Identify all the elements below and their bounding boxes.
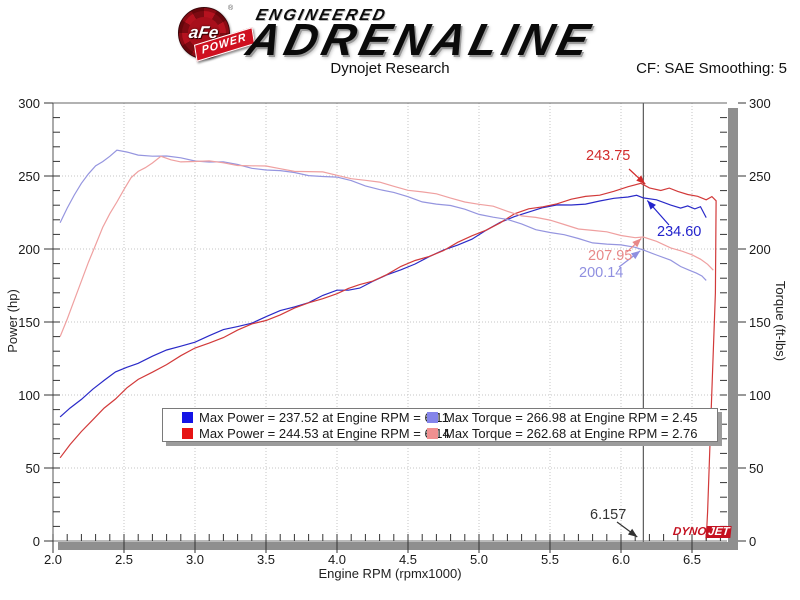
legend-swatch-blue — [182, 411, 193, 423]
annotation-max-power-red: 243.75 — [586, 148, 631, 164]
chart-title: Dynojet Research — [330, 60, 450, 77]
svg-text:0: 0 — [749, 534, 756, 549]
legend-item-max-power-2: Max Power = 244.53 at Engine RPM = 6.14 — [182, 426, 450, 441]
annotation-torque-pink: 207.95 — [588, 248, 633, 264]
svg-text:200: 200 — [18, 242, 40, 257]
registered-mark: ® — [228, 5, 234, 12]
svg-text:4.0: 4.0 — [328, 552, 346, 567]
svg-text:5.5: 5.5 — [541, 552, 559, 567]
curves — [59, 149, 717, 540]
annotation-arrows — [616, 168, 670, 538]
svg-text:300: 300 — [749, 96, 771, 111]
brand-adrenaline: ADRENALINE — [241, 14, 600, 65]
svg-text:5.0: 5.0 — [470, 552, 488, 567]
legend-swatch-ltblue — [427, 411, 438, 423]
legend-text: Max Power = 244.53 at Engine RPM = 6.14 — [199, 425, 450, 441]
svg-text:2.5: 2.5 — [115, 552, 133, 567]
svg-text:0: 0 — [33, 534, 40, 549]
afe-power-logo: aFe ® POWER — [172, 3, 258, 62]
svg-text:150: 150 — [749, 315, 771, 330]
annotation-torque-ltblue: 200.14 — [579, 265, 624, 281]
axis-tick-labels: 0 0 50 50 100 100 150 150 200 200 250 250 300 300 2.0 2… — [18, 96, 770, 567]
annotation-max-power-blue: 234.60 — [657, 224, 702, 240]
curve-power-run-1 — [59, 194, 707, 418]
svg-text:50: 50 — [749, 461, 763, 476]
dynojet-watermark: DYNOJET — [672, 526, 732, 538]
svg-text:2.0: 2.0 — [44, 552, 62, 567]
curve-torque-run-1 — [59, 149, 707, 281]
svg-text:4.5: 4.5 — [399, 552, 417, 567]
svg-text:3.0: 3.0 — [186, 552, 204, 567]
svg-text:6.5: 6.5 — [683, 552, 701, 567]
legend-item-max-power-1: Max Power = 237.52 at Engine RPM = 6.11 — [182, 410, 449, 425]
legend-item-max-torque-1: Max Torque = 266.98 at Engine RPM = 2.45 — [427, 410, 717, 425]
correction-smoothing-info: CF: SAE Smoothing: 5 — [636, 60, 787, 77]
curve-torque-run-2 — [59, 155, 714, 337]
axis-ticks — [44, 102, 746, 553]
svg-text:6.0: 6.0 — [612, 552, 630, 567]
y-axis-label-torque: Torque (ft-lbs) — [773, 280, 788, 362]
legend-item-max-torque-2: Max Torque = 262.68 at Engine RPM = 2.76 — [427, 426, 717, 441]
svg-text:100: 100 — [18, 388, 40, 403]
svg-text:3.5: 3.5 — [257, 552, 275, 567]
dynojet-watermark-dyno: DYNO — [672, 526, 707, 538]
legend-text: Max Torque = 262.68 at Engine RPM = 2.76 — [444, 425, 698, 441]
header: aFe ® POWER ENGINEERED ADRENALINE — [0, 0, 800, 82]
svg-text:200: 200 — [749, 242, 771, 257]
legend-box: Max Power = 237.52 at Engine RPM = 6.11 … — [162, 408, 718, 442]
svg-text:300: 300 — [18, 96, 40, 111]
svg-text:50: 50 — [26, 461, 40, 476]
legend-text: Max Torque = 266.98 at Engine RPM = 2.45 — [444, 409, 698, 425]
x-axis-label: Engine RPM (rpmx1000) — [318, 566, 462, 581]
dynojet-watermark-jet: JET — [705, 526, 732, 538]
svg-text:150: 150 — [18, 315, 40, 330]
legend-swatch-pink — [427, 427, 438, 439]
legend-swatch-red — [182, 427, 193, 439]
svg-text:250: 250 — [18, 169, 40, 184]
svg-text:250: 250 — [749, 169, 771, 184]
y-axis-label-power: Power (hp) — [5, 289, 20, 353]
svg-text:100: 100 — [749, 388, 771, 403]
legend-text: Max Power = 237.52 at Engine RPM = 6.11 — [199, 409, 449, 425]
gridlines — [53, 103, 727, 541]
curve-power-run-2 — [59, 182, 717, 540]
annotation-cursor-rpm: 6.157 — [590, 507, 627, 523]
axes-frame — [52, 102, 738, 550]
